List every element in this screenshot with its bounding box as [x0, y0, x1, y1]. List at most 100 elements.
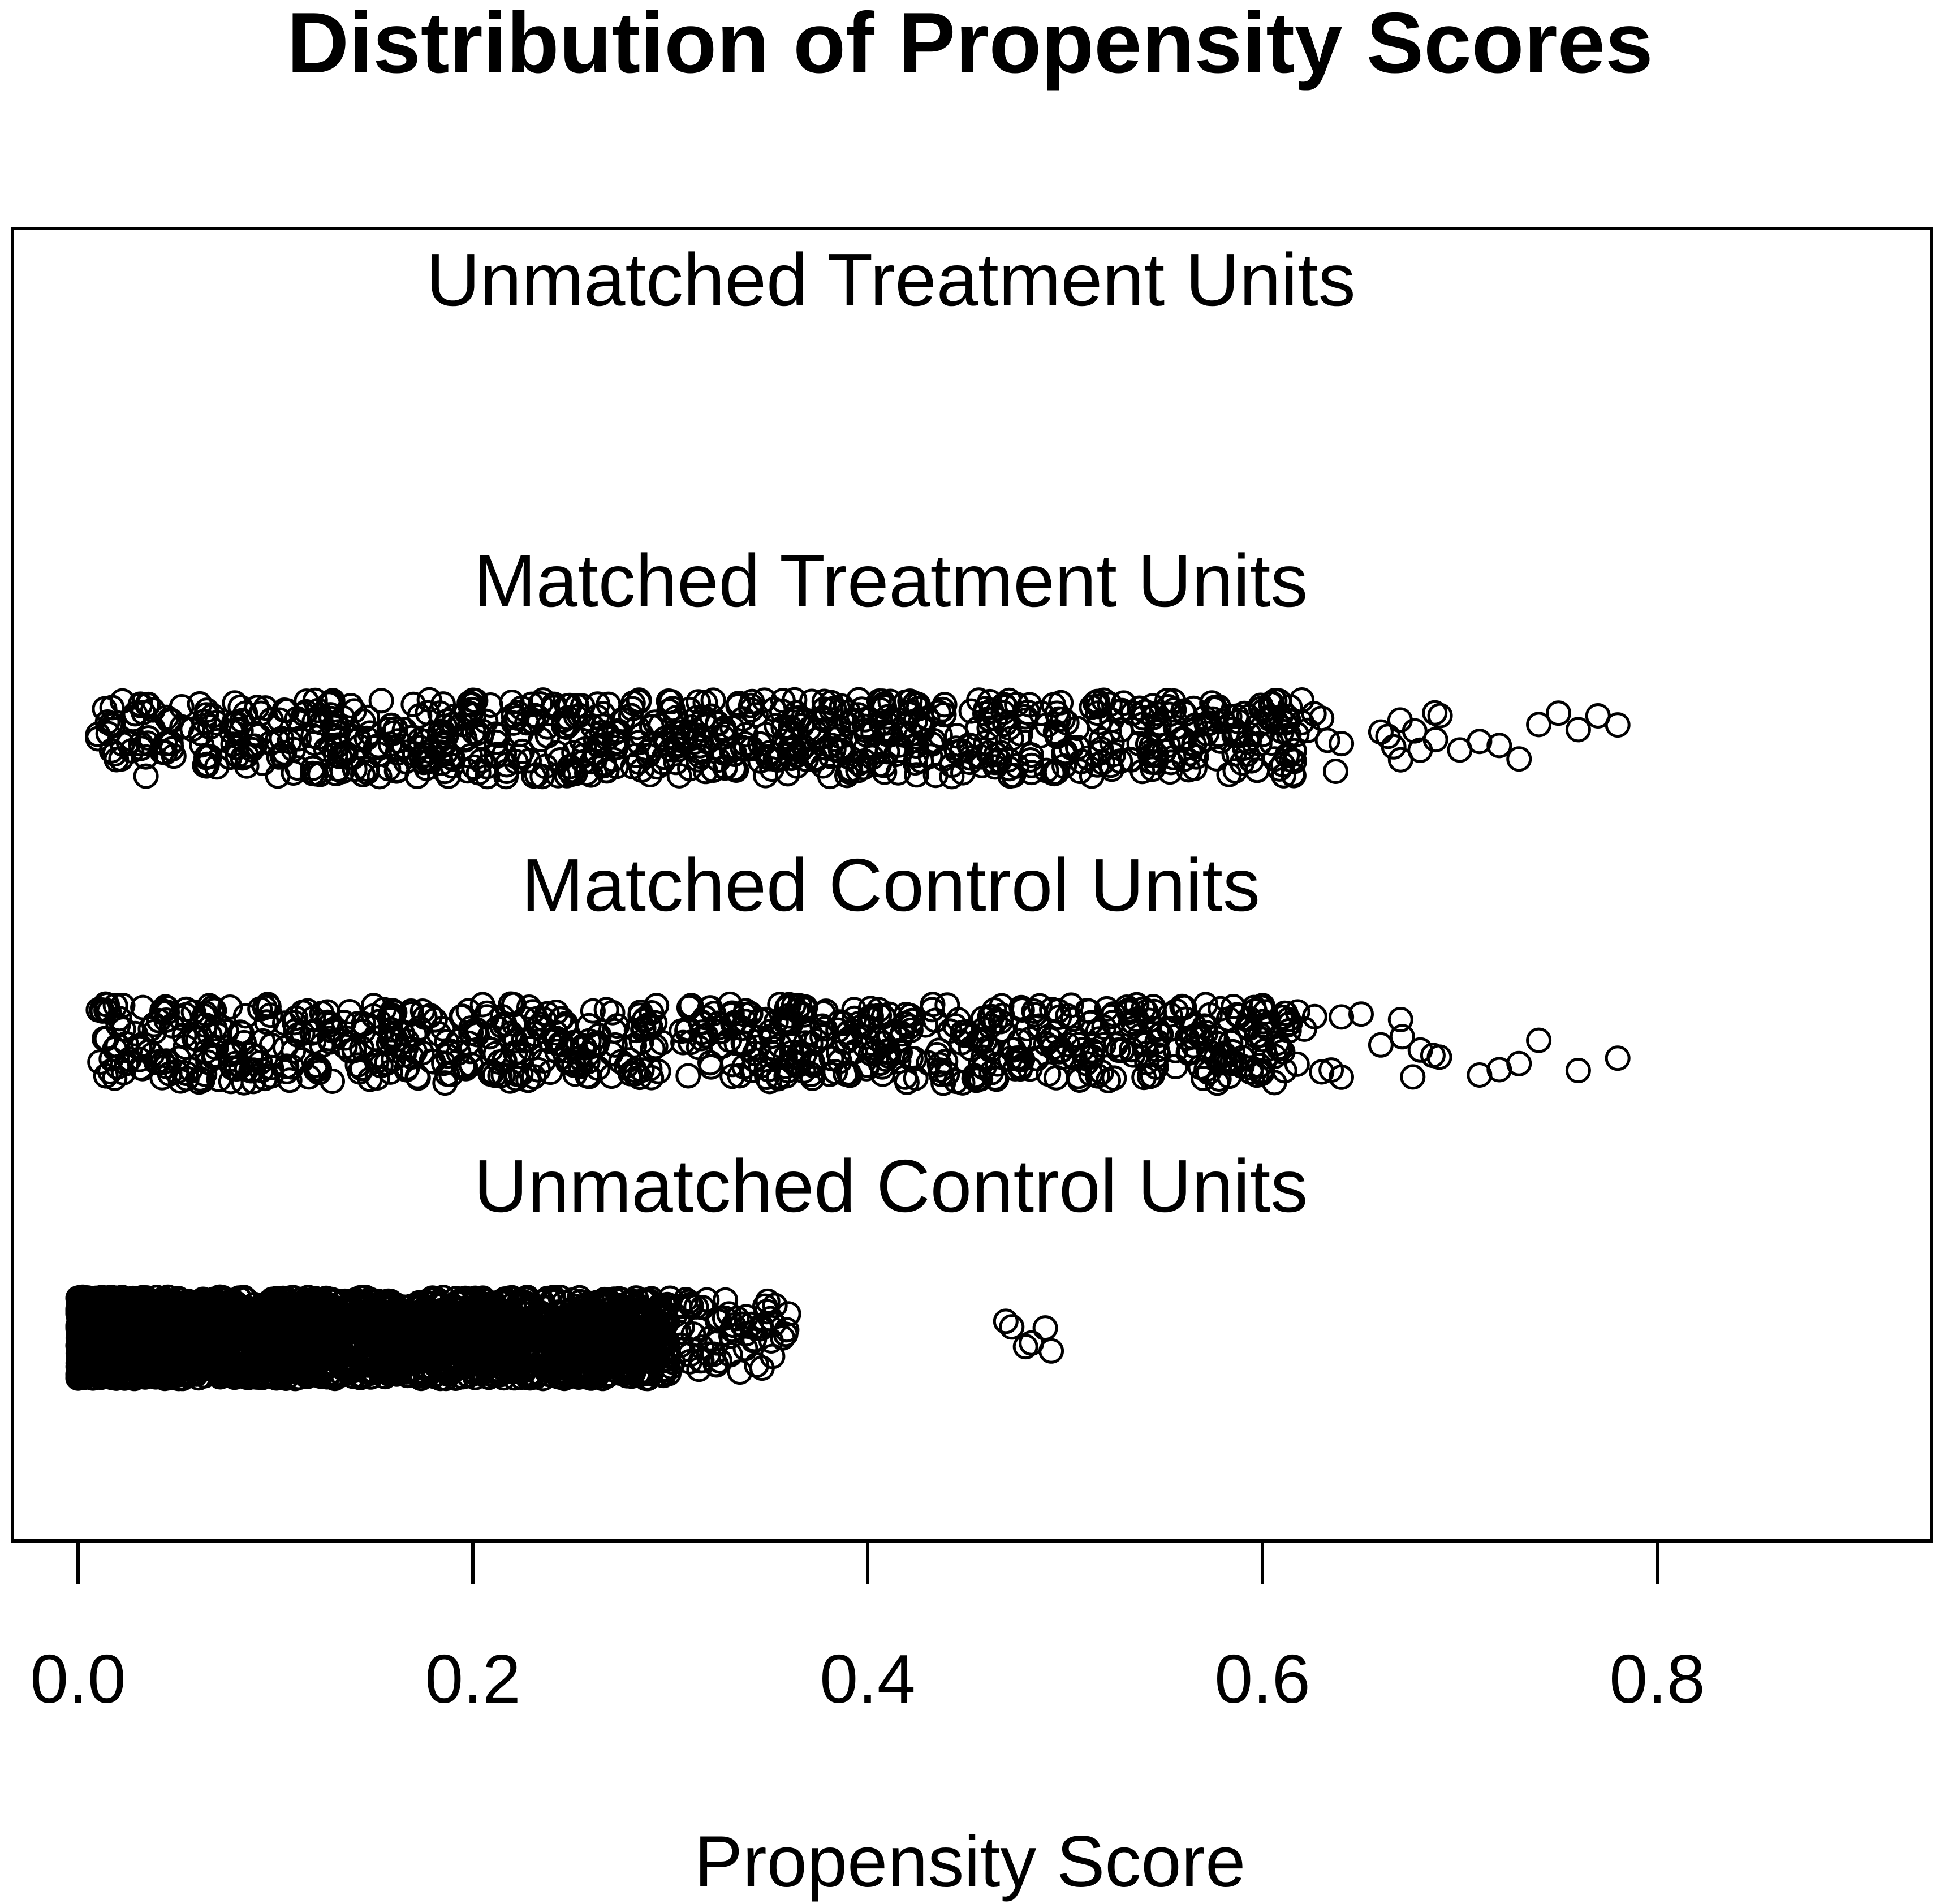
data-point	[944, 739, 969, 765]
data-point	[605, 718, 631, 744]
data-point	[191, 708, 217, 734]
data-point	[688, 1348, 714, 1374]
data-point	[1250, 1009, 1276, 1035]
data-point	[196, 993, 222, 1019]
data-point	[433, 1296, 459, 1322]
data-point	[1146, 710, 1172, 736]
data-point	[640, 1327, 666, 1353]
data-point	[438, 1062, 464, 1088]
data-point	[489, 1013, 515, 1039]
data-point	[284, 755, 311, 781]
x-tick-label: 0.8	[1609, 1640, 1705, 1717]
data-point	[922, 763, 949, 789]
data-point	[135, 725, 161, 751]
data-point	[1058, 735, 1084, 761]
data-point	[351, 1011, 377, 1037]
data-point	[1348, 1001, 1374, 1027]
data-point	[652, 726, 678, 752]
data-point	[763, 1009, 789, 1035]
x-tick-label: 0.0	[30, 1640, 126, 1717]
data-point	[330, 1303, 356, 1329]
data-point	[525, 1014, 551, 1040]
data-point	[186, 1365, 212, 1391]
data-point	[810, 705, 836, 731]
data-point	[474, 1000, 500, 1026]
data-point	[584, 1346, 610, 1372]
data-point	[66, 1338, 92, 1364]
data-point	[963, 1067, 989, 1093]
data-point	[169, 694, 195, 720]
data-point	[567, 1045, 593, 1071]
data-point	[741, 1326, 768, 1352]
data-point	[322, 742, 348, 768]
data-point	[1323, 759, 1348, 784]
data-point	[247, 1050, 273, 1075]
data-point	[250, 751, 276, 776]
data-point	[697, 995, 723, 1021]
data-point	[846, 687, 872, 713]
data-point	[349, 1035, 375, 1061]
data-point	[350, 708, 376, 734]
data-point	[102, 993, 128, 1019]
data-point	[523, 1325, 549, 1351]
group-label: Unmatched Treatment Units	[426, 238, 1355, 321]
data-point	[325, 732, 351, 758]
data-point	[688, 1026, 714, 1052]
data-point	[385, 728, 411, 754]
data-point	[732, 1009, 758, 1035]
data-point	[688, 1009, 714, 1035]
plot-area-frame	[11, 227, 1933, 1543]
data-point	[650, 1346, 676, 1372]
data-point	[306, 1343, 332, 1368]
data-point	[1426, 1044, 1452, 1070]
data-point	[924, 1041, 950, 1067]
data-point	[1221, 741, 1247, 767]
data-point	[147, 1335, 173, 1361]
data-point	[512, 1286, 538, 1312]
data-point	[1387, 1007, 1413, 1032]
data-point	[1027, 993, 1053, 1019]
data-point	[314, 999, 340, 1025]
data-point	[1387, 707, 1413, 733]
data-point	[1258, 706, 1284, 732]
data-point	[700, 687, 726, 713]
data-point	[234, 743, 260, 769]
data-point	[747, 1025, 773, 1050]
data-point	[1021, 998, 1047, 1024]
data-point	[1163, 1054, 1188, 1079]
data-point	[333, 740, 359, 766]
data-point	[449, 1004, 474, 1030]
data-point	[885, 760, 911, 786]
data-point	[733, 736, 759, 762]
data-point	[972, 1028, 998, 1054]
data-point	[675, 1063, 701, 1089]
data-point	[519, 691, 545, 717]
data-point	[427, 718, 453, 744]
data-point	[536, 1342, 562, 1368]
data-point	[378, 1026, 404, 1052]
data-point	[835, 711, 861, 737]
data-point	[482, 721, 508, 747]
data-point	[906, 696, 932, 722]
data-point	[1238, 1059, 1264, 1085]
data-point	[238, 1058, 264, 1084]
data-point	[706, 1348, 732, 1374]
data-point	[1284, 1051, 1310, 1077]
data-point	[861, 1039, 887, 1065]
data-point	[294, 688, 320, 714]
data-point	[760, 1343, 786, 1369]
data-point	[247, 996, 273, 1022]
data-point	[818, 690, 844, 716]
data-point	[1271, 1058, 1297, 1084]
data-point	[1526, 1027, 1552, 1053]
data-point	[232, 1350, 258, 1376]
data-point	[455, 998, 481, 1024]
x-tick-label: 0.6	[1214, 1640, 1310, 1717]
data-point	[499, 690, 525, 715]
data-point	[720, 1011, 746, 1037]
data-point	[1274, 704, 1300, 730]
data-point	[773, 1321, 799, 1347]
data-point	[1295, 717, 1321, 743]
data-point	[1301, 1003, 1327, 1029]
data-point	[1038, 1338, 1064, 1364]
